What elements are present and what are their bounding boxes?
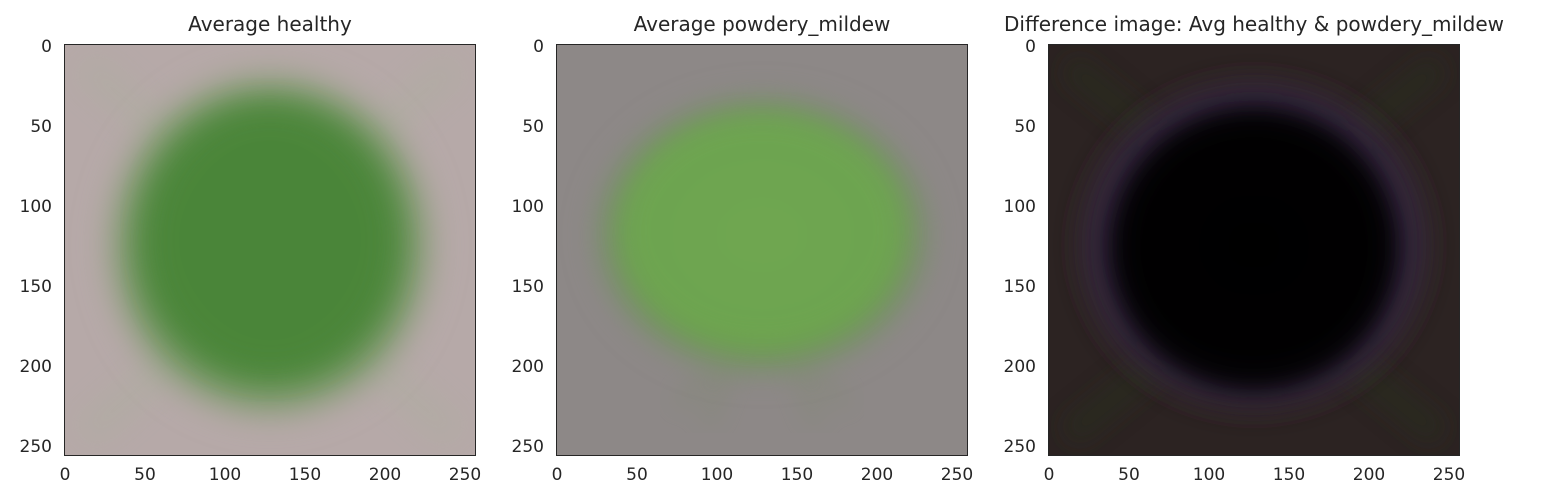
y-tick: 250	[1003, 437, 1036, 457]
panel-title: Average powdery_mildew	[633, 12, 891, 36]
y-tick: 50	[522, 117, 544, 137]
x-tick: 0	[1043, 465, 1055, 485]
x-tick: 100	[208, 465, 242, 485]
image-average-healthy	[64, 44, 476, 456]
x-tick: 0	[59, 465, 71, 485]
x-tick: 150	[1272, 465, 1306, 485]
x-tick: 100	[1192, 465, 1226, 485]
y-tick: 100	[1003, 197, 1036, 217]
x-tick: 50	[1118, 465, 1140, 485]
y-tick: 100	[511, 197, 544, 217]
x-tick: 200	[1352, 465, 1386, 485]
x-tick: 200	[368, 465, 402, 485]
x-tick: 0	[551, 465, 563, 485]
image-average-powdery-mildew	[556, 44, 968, 456]
y-tick: 150	[1003, 277, 1036, 297]
image-difference	[1048, 44, 1460, 456]
y-tick: 100	[19, 197, 52, 217]
y-tick: 0	[1025, 37, 1036, 57]
y-tick: 250	[19, 437, 52, 457]
y-tick: 150	[511, 277, 544, 297]
y-tick: 200	[511, 357, 544, 377]
x-tick: 50	[626, 465, 648, 485]
y-tick: 50	[30, 117, 52, 137]
panel-title: Average healthy	[188, 12, 352, 36]
x-tick: 100	[700, 465, 734, 485]
x-tick: 150	[288, 465, 322, 485]
y-tick: 150	[19, 277, 52, 297]
x-tick: 50	[134, 465, 156, 485]
x-tick: 150	[780, 465, 814, 485]
x-tick: 250	[1432, 465, 1466, 485]
y-tick: 0	[533, 37, 544, 57]
y-tick: 0	[41, 37, 52, 57]
y-tick: 200	[1003, 357, 1036, 377]
y-tick: 50	[1014, 117, 1036, 137]
x-tick: 250	[940, 465, 974, 485]
panel-title: Difference image: Avg healthy & powdery_…	[1003, 12, 1505, 36]
y-tick: 200	[19, 357, 52, 377]
x-tick: 200	[860, 465, 894, 485]
y-tick: 250	[511, 437, 544, 457]
x-tick: 250	[448, 465, 482, 485]
